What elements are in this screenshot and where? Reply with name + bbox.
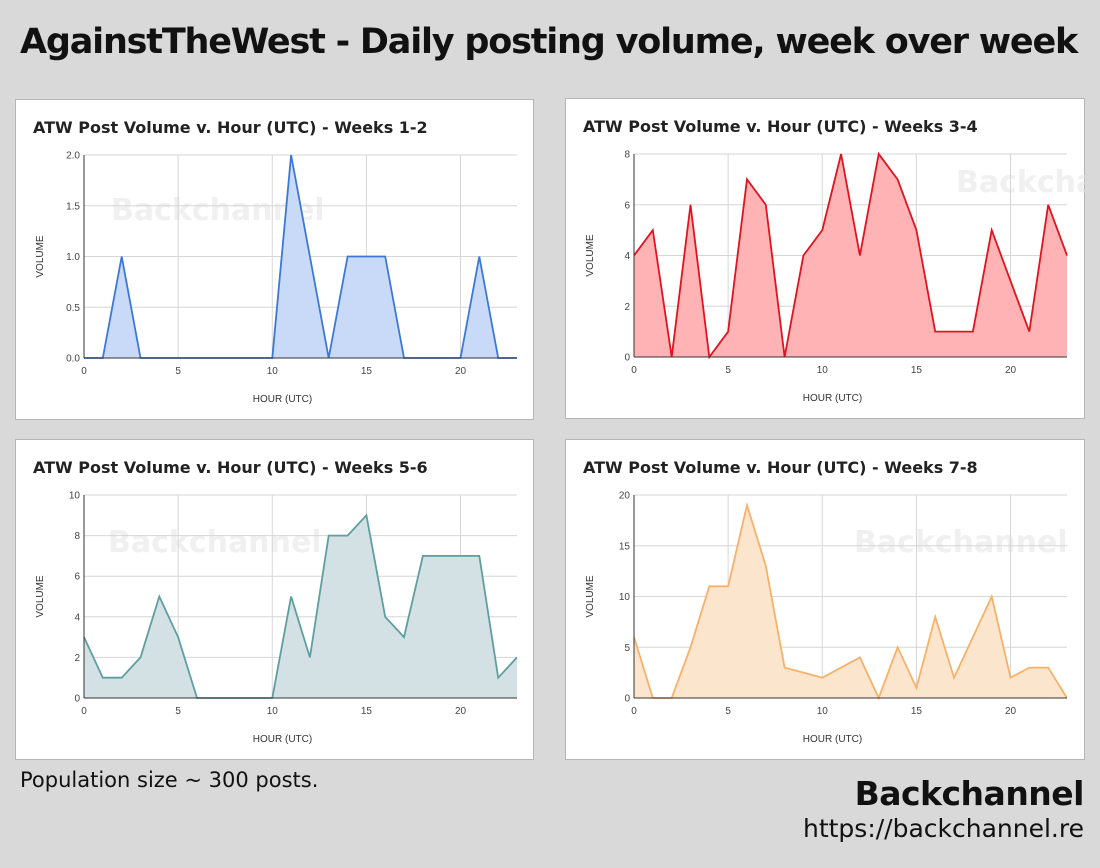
- series-area: [84, 515, 517, 698]
- chart-panel-weeks-7-8: ATW Post Volume v. Hour (UTC) - Weeks 7-…: [565, 439, 1085, 760]
- y-axis-label: VOLUME: [585, 234, 596, 277]
- y-tick-label: 8: [74, 531, 80, 542]
- x-tick-label: 0: [81, 706, 87, 717]
- y-tick-label: 4: [624, 251, 630, 262]
- y-tick-label: 2: [74, 653, 80, 664]
- x-tick-label: 20: [1005, 706, 1017, 717]
- y-tick-label: 6: [74, 572, 80, 583]
- chart-panel-weeks-3-4: ATW Post Volume v. Hour (UTC) - Weeks 3-…: [565, 98, 1085, 419]
- y-tick-label: 20: [619, 491, 631, 502]
- y-tick-label: 8: [624, 150, 630, 161]
- y-tick-label: 0: [624, 353, 630, 364]
- chart-title: ATW Post Volume v. Hour (UTC) - Weeks 3-…: [583, 117, 978, 136]
- y-tick-label: 5: [624, 643, 630, 654]
- y-tick-label: 4: [74, 612, 80, 623]
- chart-svg: ATW Post Volume v. Hour (UTC) - Weeks 5-…: [33, 458, 518, 745]
- y-tick-label: 2.0: [66, 151, 80, 162]
- y-axis-label: VOLUME: [35, 235, 46, 278]
- x-tick-label: 0: [81, 366, 87, 377]
- x-tick-label: 15: [361, 706, 373, 717]
- x-tick-label: 5: [175, 706, 181, 717]
- series-area: [84, 155, 517, 358]
- series-area: [634, 154, 1067, 357]
- x-tick-label: 5: [725, 706, 731, 717]
- x-tick-label: 0: [631, 365, 637, 376]
- y-tick-label: 0.0: [66, 354, 80, 365]
- x-tick-label: 20: [455, 706, 467, 717]
- brand-logo-text: Backchannel: [854, 774, 1085, 813]
- x-tick-label: 20: [1005, 365, 1017, 376]
- chart-title: ATW Post Volume v. Hour (UTC) - Weeks 5-…: [33, 458, 428, 477]
- series-line: [633, 501, 1068, 701]
- y-tick-label: 1.0: [66, 252, 80, 263]
- chart-panel-weeks-5-6: ATW Post Volume v. Hour (UTC) - Weeks 5-…: [15, 439, 534, 760]
- y-tick-label: 10: [619, 592, 631, 603]
- y-tick-label: 2: [624, 302, 630, 313]
- y-tick-label: 0: [624, 694, 630, 705]
- series-line: [633, 151, 1068, 360]
- series-area: [634, 505, 1067, 698]
- brand-url: https://backchannel.re: [802, 814, 1084, 843]
- x-tick-label: 15: [911, 365, 923, 376]
- x-tick-label: 15: [911, 706, 923, 717]
- x-tick-label: 10: [267, 706, 279, 717]
- x-axis-label: HOUR (UTC): [253, 734, 312, 745]
- watermark-text: Backchannel: [956, 165, 1085, 200]
- x-axis-label: HOUR (UTC): [253, 394, 312, 405]
- population-footnote: Population size ~ 300 posts.: [20, 768, 319, 792]
- x-axis-label: HOUR (UTC): [803, 734, 862, 745]
- y-tick-label: 10: [69, 491, 81, 502]
- x-tick-label: 10: [267, 366, 279, 377]
- x-tick-label: 10: [817, 365, 829, 376]
- y-tick-label: 6: [624, 200, 630, 211]
- x-tick-label: 5: [175, 366, 181, 377]
- x-tick-label: 10: [817, 706, 829, 717]
- y-tick-label: 0: [74, 694, 80, 705]
- watermark-text: Backchannel: [854, 525, 1068, 560]
- y-tick-label: 0.5: [66, 303, 80, 314]
- chart-panel-weeks-1-2: ATW Post Volume v. Hour (UTC) - Weeks 1-…: [15, 99, 534, 420]
- x-axis-label: HOUR (UTC): [803, 393, 862, 404]
- y-tick-label: 1.5: [66, 201, 80, 212]
- y-tick-label: 15: [619, 541, 631, 552]
- chart-svg: ATW Post Volume v. Hour (UTC) - Weeks 7-…: [583, 458, 1068, 745]
- watermark-text: Backchannel: [108, 525, 322, 560]
- chart-title: ATW Post Volume v. Hour (UTC) - Weeks 7-…: [583, 458, 978, 477]
- x-tick-label: 0: [631, 706, 637, 717]
- page-title: AgainstTheWest - Daily posting volume, w…: [20, 22, 1078, 62]
- series-line: [83, 513, 518, 699]
- chart-title: ATW Post Volume v. Hour (UTC) - Weeks 1-…: [33, 118, 428, 137]
- x-tick-label: 15: [361, 366, 373, 377]
- y-axis-label: VOLUME: [35, 575, 46, 618]
- chart-svg: ATW Post Volume v. Hour (UTC) - Weeks 3-…: [583, 117, 1085, 404]
- chart-svg: ATW Post Volume v. Hour (UTC) - Weeks 1-…: [33, 118, 517, 405]
- x-tick-label: 20: [455, 366, 467, 377]
- y-axis-label: VOLUME: [585, 575, 596, 618]
- x-tick-label: 5: [725, 365, 731, 376]
